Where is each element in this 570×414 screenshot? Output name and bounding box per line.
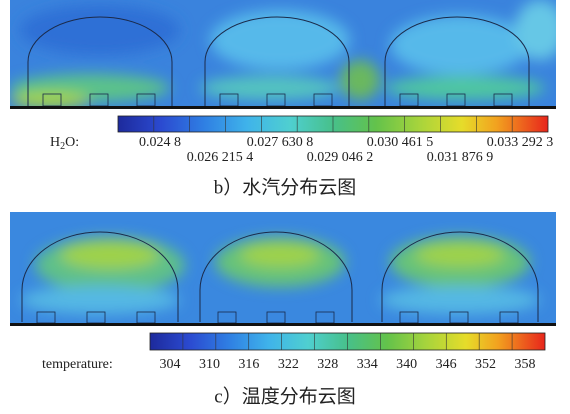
figure: H2O: temperature: b）水汽分布云图 c）温度分布云图 0.02…: [0, 0, 570, 414]
caption: c）温度分布云图: [214, 385, 355, 407]
colorbar-tick-label: 340: [396, 357, 417, 372]
colorbar-tick-label: 328: [317, 357, 338, 372]
legend-label: H2O:: [50, 135, 79, 152]
colorbar-tick-label: 0.026 215 4: [187, 150, 254, 165]
colorbar-tick-label: 352: [475, 357, 496, 372]
colorbar-tick-label: 346: [436, 357, 457, 372]
legend-label: temperature:: [42, 357, 113, 372]
colorbar-tick-label: 322: [278, 357, 299, 372]
colorbar-tick-label: 358: [515, 357, 536, 372]
colorbar-tick-label: 0.027 630 8: [247, 135, 314, 150]
colorbar-tick-label: 334: [357, 357, 378, 372]
colorbar-tick-label: 0.024 8: [139, 135, 181, 150]
colorbar-tick-label: 0.031 876 9: [427, 150, 494, 165]
colorbar-tick-label: 316: [238, 357, 259, 372]
temperature-field: [10, 212, 556, 326]
humidity-field: [10, 0, 565, 108]
colorbar-tick-label: 0.029 046 2: [307, 150, 374, 165]
caption: b）水汽分布云图: [214, 176, 357, 198]
colorbar-tick-label: 0.030 461 5: [367, 135, 434, 150]
colorbar-tick-label: 0.033 292 3: [487, 135, 554, 150]
colorbar-tick-label: 304: [160, 357, 181, 372]
colorbar-tick-label: 310: [199, 357, 220, 372]
